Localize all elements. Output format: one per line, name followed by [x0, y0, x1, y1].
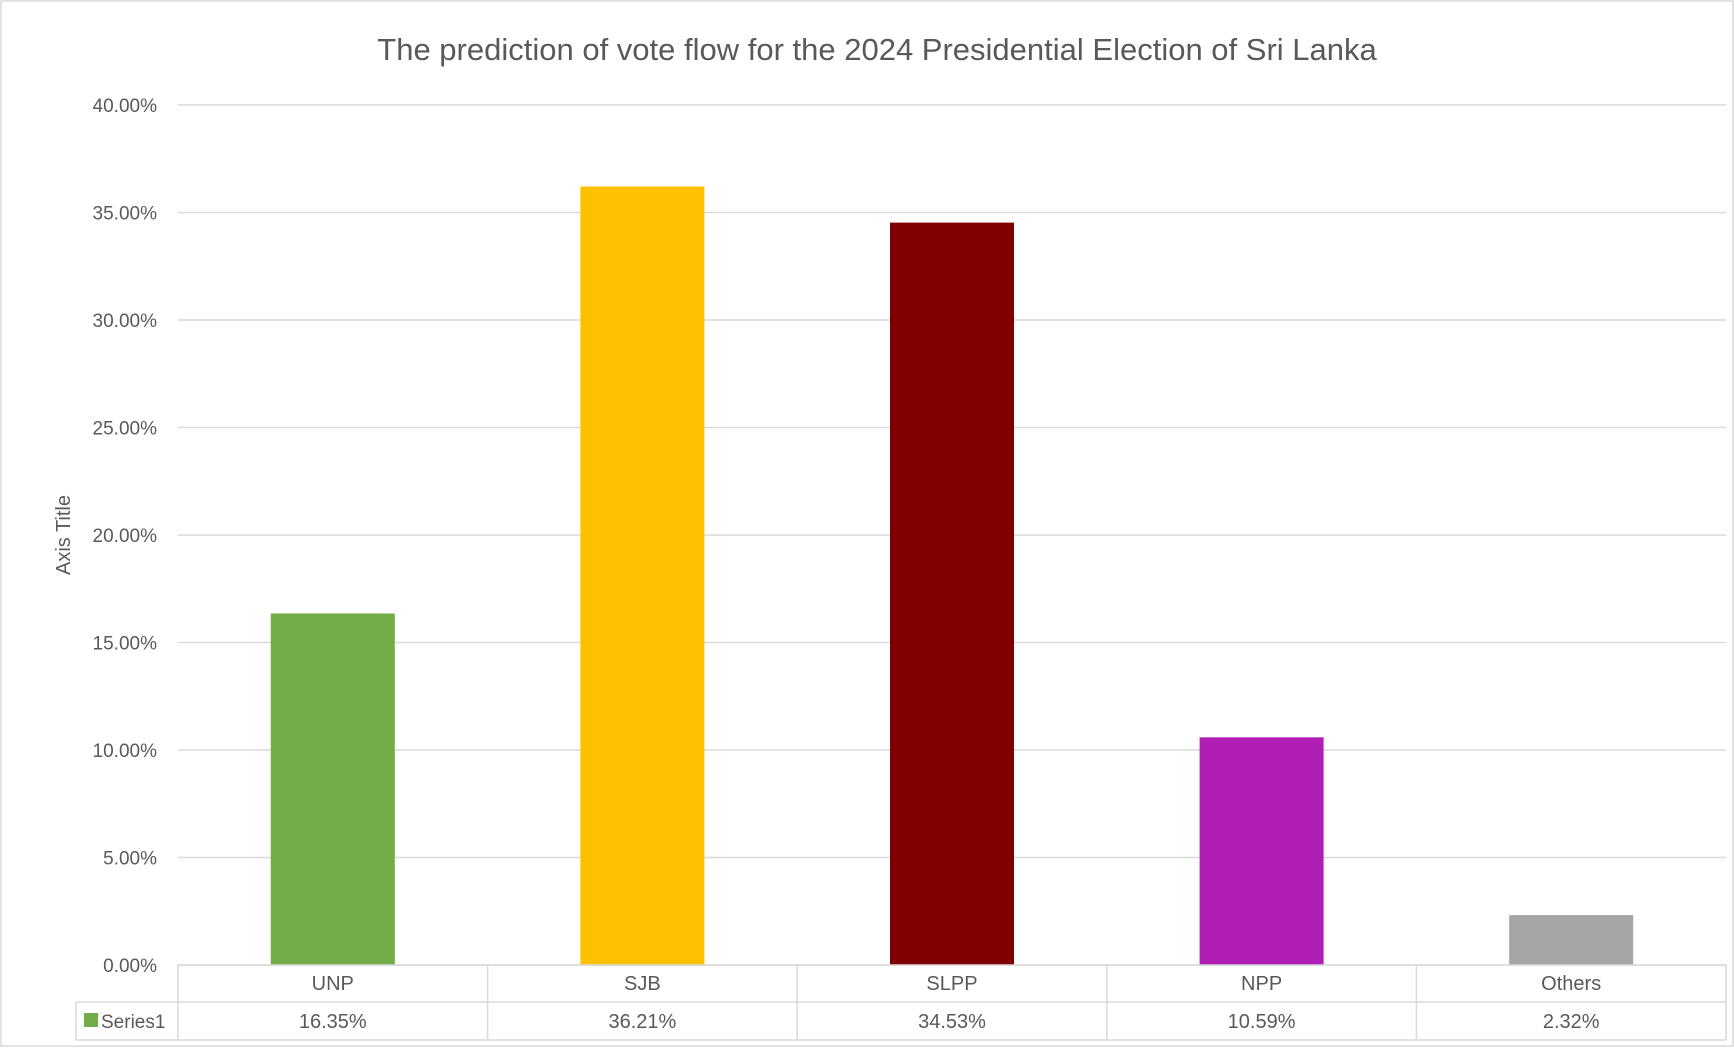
data-table-value: 10.59% [1228, 1011, 1296, 1033]
y-tick-label: 0.00% [103, 956, 157, 977]
bar-slpp [890, 222, 1014, 966]
y-tick-label: 15.00% [93, 634, 158, 655]
y-tick-label: 40.00% [93, 96, 158, 117]
bar-sjb [580, 186, 705, 966]
data-table: UNP 16.35% SJB 36.21% SLPP 34.53% NPP 10.59% Oth… [75, 964, 1727, 1041]
y-tick-label: 30.00% [93, 311, 158, 332]
bars [270, 186, 1634, 966]
bar-others [1509, 915, 1634, 965]
y-tick-label: 5.00% [103, 849, 157, 870]
x-tick-label: SLPP [926, 973, 977, 995]
y-tick-label: 20.00% [93, 526, 158, 547]
y-tick-label: 10.00% [93, 741, 158, 762]
legend-key-series1 [84, 1013, 98, 1027]
data-table-value: 36.21% [608, 1011, 676, 1033]
x-tick-label: Others [1541, 973, 1601, 995]
y-axis-title: Axis Title [53, 495, 75, 575]
bar-unp [270, 613, 395, 965]
bar-npp [1199, 737, 1324, 965]
legend-series-name: Series1 [101, 1012, 165, 1033]
x-tick-label: NPP [1241, 973, 1282, 995]
chart-title: The prediction of vote flow for the 2024… [377, 32, 1377, 67]
y-tick-label: 35.00% [93, 204, 158, 225]
y-axis-tick-labels: 0.00% 5.00% 10.00% 15.00% 20.00% 25.00% 30.00%… [93, 96, 158, 977]
data-table-value: 34.53% [918, 1011, 986, 1033]
data-table-value: 2.32% [1543, 1011, 1600, 1033]
data-table-value: 16.35% [299, 1011, 367, 1033]
y-tick-label: 25.00% [93, 419, 158, 440]
x-tick-label: SJB [624, 973, 661, 995]
x-tick-label: UNP [312, 973, 354, 995]
